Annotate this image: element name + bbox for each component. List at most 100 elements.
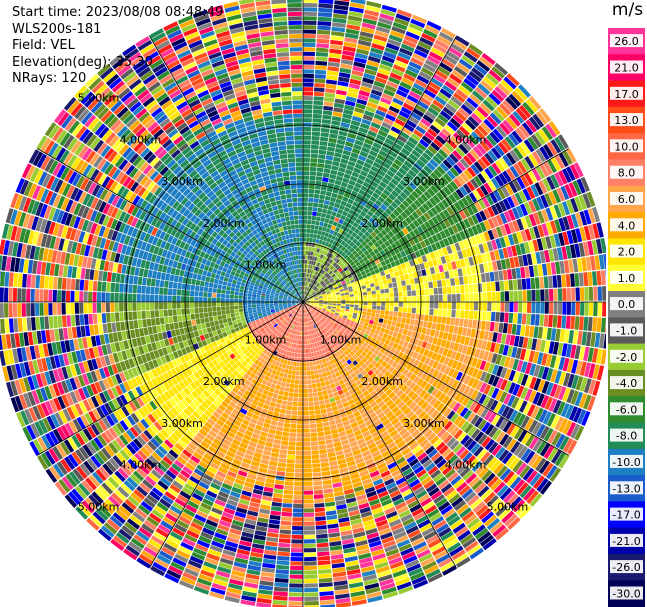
velocity-gate [436, 191, 445, 201]
velocity-gate [553, 302, 558, 315]
velocity-gate [359, 278, 365, 284]
velocity-gate [344, 217, 351, 223]
velocity-gate [394, 297, 399, 302]
velocity-gate [548, 314, 553, 328]
velocity-gate [396, 281, 402, 287]
velocity-gate [317, 29, 331, 35]
velocity-gate [424, 308, 430, 315]
velocity-gate [329, 48, 342, 55]
velocity-gate [317, 230, 322, 235]
velocity-gate [504, 183, 514, 196]
velocity-gate [308, 397, 314, 402]
velocity-gate [446, 286, 452, 294]
velocity-gate [543, 144, 554, 158]
velocity-gate [350, 225, 357, 232]
velocity-gate [304, 570, 318, 575]
velocity-gate [353, 167, 362, 174]
velocity-gate [306, 286, 308, 291]
velocity-gate [434, 302, 439, 309]
velocity-gate [307, 259, 310, 265]
velocity-gate [326, 257, 331, 263]
velocity-gate [597, 286, 602, 301]
velocity-gate [341, 299, 346, 302]
velocity-gate [279, 529, 291, 535]
velocity-gate [281, 400, 288, 405]
velocity-gate [398, 269, 404, 276]
velocity-gate [334, 98, 345, 105]
velocity-gate [320, 462, 329, 468]
velocity-gate [315, 520, 327, 526]
velocity-gate [402, 285, 407, 292]
velocity-gate [358, 174, 366, 181]
velocity-gate [311, 454, 320, 460]
velocity-gate [446, 183, 455, 193]
velocity-gate [303, 441, 311, 447]
velocity-gate [303, 433, 311, 438]
velocity-gate [313, 91, 325, 97]
velocity-gate [480, 273, 486, 283]
velocity-gate [420, 67, 434, 77]
velocity-gate [281, 440, 289, 446]
velocity-gate [305, 291, 308, 296]
velocity-gate [399, 179, 408, 188]
velocity-gate [386, 263, 392, 269]
velocity-gate [384, 47, 398, 56]
velocity-gate [438, 31, 454, 43]
velocity-gate [438, 148, 449, 159]
velocity-gate [440, 272, 446, 280]
velocity-gate [354, 252, 360, 259]
velocity-gate [531, 289, 536, 301]
velocity-gate [593, 286, 598, 301]
velocity-gate [565, 274, 571, 288]
velocity-gate [309, 171, 317, 176]
velocity-gate [350, 304, 355, 308]
velocity-gate [315, 414, 322, 419]
velocity-gate [342, 283, 347, 287]
velocity-gate [377, 276, 383, 282]
velocity-gate [366, 188, 374, 196]
velocity-gate [371, 214, 379, 221]
velocity-gate [468, 310, 474, 320]
velocity-gate [303, 281, 305, 286]
velocity-gate [504, 280, 509, 291]
velocity-gate [562, 150, 573, 165]
velocity-gate [417, 41, 432, 51]
velocity-gate [556, 274, 562, 288]
velocity-gate [304, 290, 306, 295]
velocity-gate [451, 286, 456, 294]
velocity-gate [280, 381, 286, 387]
velocity-gate [293, 495, 303, 500]
velocity-gate [356, 255, 363, 261]
velocity-gate [405, 172, 414, 181]
velocity-gate [326, 519, 338, 525]
velocity-gate [374, 268, 380, 274]
velocity-gate [378, 266, 384, 273]
velocity-gate [322, 265, 326, 270]
velocity-gate [312, 285, 316, 290]
velocity-gate [383, 218, 390, 226]
velocity-gate [335, 258, 340, 264]
velocity-gate [357, 231, 364, 238]
velocity-gate [342, 177, 350, 184]
velocity-gate [304, 596, 319, 601]
velocity-gate [307, 287, 310, 292]
velocity-gate [562, 288, 567, 301]
velocity-gate [316, 291, 321, 294]
velocity-gate [304, 296, 308, 300]
velocity-gate [403, 302, 408, 307]
velocity-gate [417, 121, 429, 131]
velocity-gate [362, 18, 377, 26]
velocity-gate [312, 118, 322, 123]
velocity-gate [303, 202, 308, 207]
velocity-gate [280, 525, 292, 530]
velocity-gate [335, 198, 342, 205]
velocity-gate [359, 150, 369, 158]
velocity-gate [322, 177, 329, 183]
velocity-gate [306, 233, 310, 238]
velocity-gate [350, 279, 355, 284]
velocity-gate [468, 70, 482, 83]
velocity-gate [265, 541, 278, 547]
velocity-gate [446, 170, 456, 180]
velocity-gate [458, 125, 470, 137]
velocity-gate [332, 262, 338, 267]
